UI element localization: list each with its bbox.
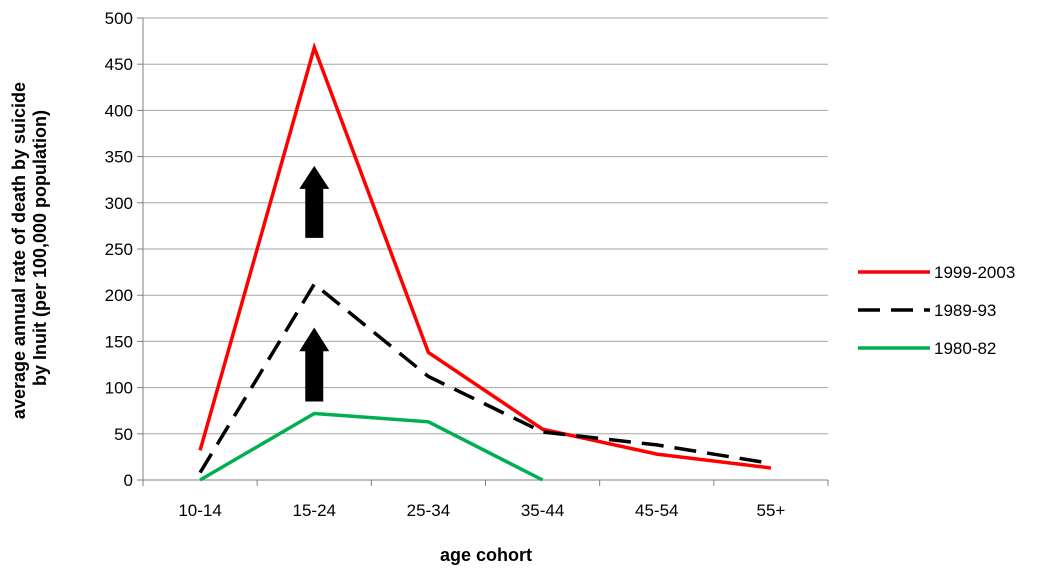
series-line-1989-93 bbox=[198, 281, 772, 474]
y-axis-ticks: 0 50 100 150 200 250 300 350 400 450 500 bbox=[105, 9, 143, 490]
y-tick-label: 150 bbox=[105, 332, 133, 351]
x-axis-ticks: 10-14 15-24 25-34 35-44 45-54 55+ bbox=[142, 480, 829, 520]
y-tick-label: 450 bbox=[105, 55, 133, 74]
x-tick-label: 25-34 bbox=[407, 501, 450, 520]
y-tick-label: 400 bbox=[105, 101, 133, 120]
up-arrow-icon bbox=[299, 327, 330, 402]
gridlines bbox=[143, 17, 828, 435]
up-arrow-icon bbox=[299, 165, 330, 238]
legend-label-1999-2003: 1999-2003 bbox=[934, 263, 1015, 282]
y-axis-title: average annual rate of death by suicide … bbox=[9, 77, 50, 419]
data-series bbox=[198, 41, 772, 482]
y-tick-label: 300 bbox=[105, 194, 133, 213]
y-tick-label: 50 bbox=[114, 425, 133, 444]
y-tick-label: 0 bbox=[124, 471, 133, 490]
x-tick-label: 45-54 bbox=[635, 501, 678, 520]
annotation-arrows bbox=[299, 165, 330, 402]
x-tick-label: 15-24 bbox=[293, 501, 336, 520]
series-line-1999-2003 bbox=[198, 41, 772, 470]
legend: 1999-2003 1989-93 1980-82 bbox=[858, 263, 1015, 358]
legend-label-1989-93: 1989-93 bbox=[934, 301, 996, 320]
x-tick-label: 10-14 bbox=[178, 501, 221, 520]
y-tick-label: 350 bbox=[105, 148, 133, 167]
legend-label-1980-82: 1980-82 bbox=[934, 339, 996, 358]
x-tick-label: 35-44 bbox=[521, 501, 564, 520]
y-axis-title-line-1: average annual rate of death by suicide bbox=[9, 82, 29, 419]
x-axis-title: age cohort bbox=[440, 545, 532, 565]
y-tick-label: 500 bbox=[105, 9, 133, 28]
y-axis-title-line-2: by Inuit (per 100,000 population) bbox=[30, 110, 50, 386]
series-line-1980-82 bbox=[199, 411, 544, 482]
y-tick-label: 250 bbox=[105, 240, 133, 259]
x-tick-label: 55+ bbox=[756, 501, 785, 520]
y-tick-label: 200 bbox=[105, 286, 133, 305]
y-tick-label: 100 bbox=[105, 379, 133, 398]
